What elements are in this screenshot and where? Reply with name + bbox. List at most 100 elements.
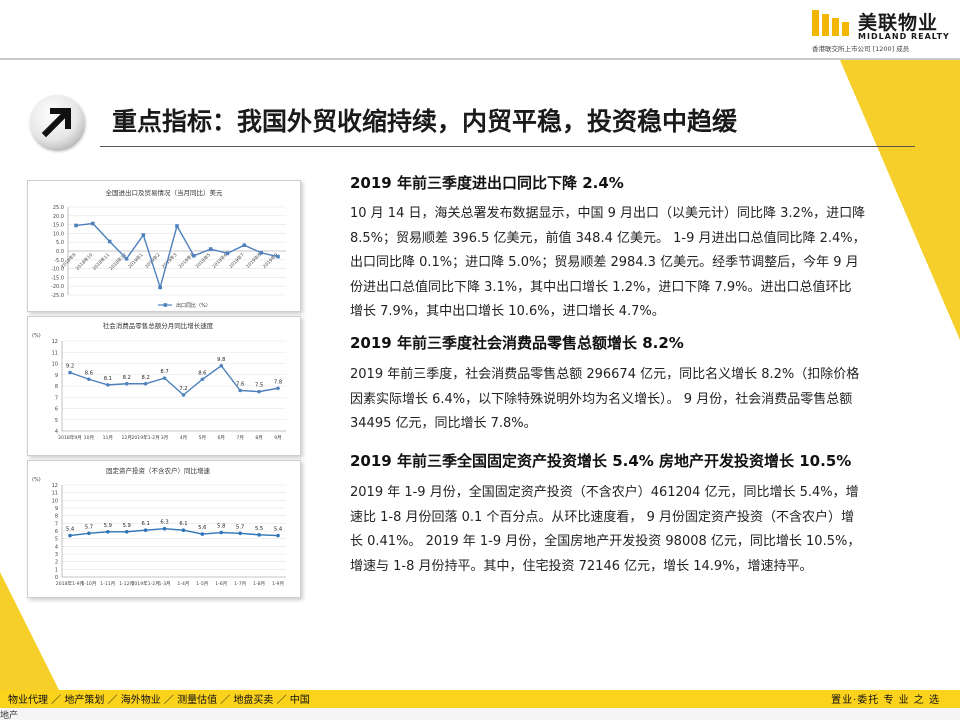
data-label: 6.1 bbox=[142, 521, 150, 527]
chart-title: 全国进出口及贸易情况（当月同比）美元 bbox=[106, 188, 224, 197]
footer-nav-item[interactable]: 中国 bbox=[289, 695, 310, 706]
legend-label: 出口同比（%） bbox=[176, 302, 211, 309]
data-label: 8.6 bbox=[85, 370, 93, 376]
data-point bbox=[257, 389, 261, 394]
data-label: 8.2 bbox=[142, 375, 150, 381]
data-point bbox=[124, 256, 129, 261]
data-label: 7.5 bbox=[255, 383, 263, 389]
data-label: 9.2 bbox=[66, 364, 74, 370]
x-tick-label: 1-6月 bbox=[215, 581, 227, 587]
footer-bottom-label: 地产 bbox=[0, 711, 19, 721]
paragraph-line: 出口同比降 0.1%；进口降 5.0%；贸易顺差 2984.3 亿美元。经季节调… bbox=[350, 255, 859, 270]
data-point bbox=[181, 528, 186, 533]
data-label: 5.5 bbox=[255, 526, 263, 532]
y-tick-label: 6 bbox=[55, 529, 58, 535]
data-label: 6.3 bbox=[160, 520, 168, 526]
y-tick-label: 9 bbox=[55, 373, 58, 379]
data-label: 5.7 bbox=[85, 524, 93, 530]
y-tick-label: 5 bbox=[55, 418, 58, 424]
x-tick-label: 1-4月 bbox=[177, 581, 189, 587]
x-tick-label: 8月 bbox=[255, 435, 263, 441]
data-point bbox=[143, 528, 148, 533]
data-point bbox=[141, 233, 146, 237]
data-point bbox=[219, 363, 224, 368]
x-tick-label: 3月 bbox=[161, 435, 169, 441]
data-label: 5.8 bbox=[217, 524, 225, 530]
x-tick-label: 11月 bbox=[103, 435, 113, 441]
data-point bbox=[87, 531, 91, 536]
x-tick-label: 1-8月 bbox=[253, 581, 265, 587]
series-line bbox=[69, 364, 279, 396]
x-tick-label: 1-9月 bbox=[272, 581, 284, 587]
data-label: 6.1 bbox=[179, 521, 187, 527]
data-label: 8.1 bbox=[104, 376, 112, 382]
paragraph-line: 增速与 1-8 月份持平。其中，住宅投资 72146 亿元，增长 14.9%，增… bbox=[350, 558, 813, 574]
data-label: 5.7 bbox=[236, 524, 244, 530]
data-point bbox=[242, 243, 247, 247]
header-divider bbox=[0, 58, 960, 60]
data-point bbox=[225, 251, 230, 256]
data-point bbox=[87, 377, 91, 382]
data-point bbox=[276, 386, 280, 391]
y-tick-label: 7 bbox=[55, 521, 58, 527]
section-heading-trade: 2019 年前三季度进出口同比下降 2.4% bbox=[350, 174, 624, 192]
data-point bbox=[192, 253, 196, 258]
data-point bbox=[68, 533, 72, 538]
data-point bbox=[257, 533, 261, 537]
paragraph-line: 因素实际增长 6.4%，以下除特殊说明外均为名义增长）。 9 月份，社会消费品零… bbox=[350, 391, 853, 407]
logo-mark-icon bbox=[812, 10, 852, 36]
y-tick-label: -10.0 bbox=[51, 267, 64, 273]
y-tick-label: 4 bbox=[55, 544, 58, 550]
footer-nav-item[interactable]: 地产策划 bbox=[64, 695, 105, 706]
y-unit-label: (%) bbox=[32, 333, 41, 339]
paragraph-line: 增长 7.9%，其中出口增长 10.6%，进口增长 4.7%。 bbox=[350, 304, 665, 319]
footer-nav-item[interactable]: 地盘买卖 bbox=[233, 695, 274, 706]
x-tick-label: 2019年2 bbox=[143, 251, 161, 269]
chart-title: 社会消费品零售总额分月同比增长速度 bbox=[103, 321, 214, 330]
x-tick-label: 6月 bbox=[218, 435, 226, 441]
y-tick-label: 25.0 bbox=[53, 205, 64, 211]
title-underline bbox=[100, 146, 915, 147]
x-tick-label: 12月 bbox=[122, 435, 132, 441]
y-tick-label: 1 bbox=[55, 567, 58, 573]
y-tick-label: 2 bbox=[55, 560, 58, 566]
data-point bbox=[74, 223, 78, 228]
x-tick-label: 1-11月 bbox=[100, 581, 115, 587]
x-tick-label: 2019年1-2月 bbox=[131, 434, 159, 441]
x-tick-label: 2019年9 bbox=[261, 251, 279, 269]
y-tick-label: 5 bbox=[55, 537, 58, 543]
data-point bbox=[162, 526, 167, 531]
chart-panel-trade: 全国进出口及贸易情况（当月同比）美元 25.0 20.0 15.0 10.0 5.0 0.0… bbox=[27, 180, 301, 312]
footer-nav-item[interactable]: 物业代理 bbox=[8, 695, 48, 706]
section-heading-retail: 2019 年前三季度社会消费品零售总额增长 8.2% bbox=[350, 334, 684, 352]
y-tick-label: 3 bbox=[55, 552, 58, 558]
y-tick-label: 7 bbox=[55, 395, 58, 401]
chart-panel-investment: 固定资产投资（不含农户）同比增速 (%) 12 11 10 9 8 7 6 5 4 3 2 1 0 2018年… bbox=[27, 460, 301, 598]
series-line bbox=[69, 527, 279, 537]
slide-title: 重点指标：我国外贸收缩持续，内贸平稳，投资稳中趋缓 bbox=[112, 107, 738, 136]
data-point bbox=[124, 529, 129, 534]
footer-bar bbox=[0, 690, 960, 708]
y-tick-label: -15.0 bbox=[51, 275, 64, 281]
chart-title: 固定资产投资（不含农户）同比增速 bbox=[106, 466, 211, 475]
y-tick-label: 12 bbox=[52, 483, 58, 489]
y-tick-label: 4 bbox=[55, 429, 58, 435]
x-tick-label: 2018年1-9月 bbox=[56, 580, 84, 587]
data-label: 8.2 bbox=[123, 375, 131, 381]
footer-nav-item[interactable]: 测量估值 bbox=[177, 695, 218, 706]
y-tick-label: 10 bbox=[52, 498, 58, 504]
paragraph-line: 34495 亿元，同比增长 7.8%。 bbox=[350, 416, 537, 431]
chart-trade: 全国进出口及贸易情况（当月同比）美元 25.0 20.0 15.0 10.0 5.0 0.0… bbox=[51, 188, 286, 309]
x-tick-label: 7月 bbox=[236, 435, 244, 441]
y-tick-label: -20.0 bbox=[51, 284, 64, 290]
data-label: 8.6 bbox=[198, 370, 206, 376]
data-label: 9.8 bbox=[217, 357, 225, 363]
data-point bbox=[219, 530, 224, 535]
y-unit-label: (%) bbox=[32, 477, 41, 483]
x-tick-label: 1-7月 bbox=[234, 581, 246, 587]
y-tick-label: 0.0 bbox=[56, 249, 64, 255]
brand-name-cn: 美联物业 bbox=[858, 12, 939, 34]
x-tick-label: 1-5月 bbox=[196, 581, 208, 587]
data-point bbox=[68, 370, 72, 375]
footer-nav-item[interactable]: 海外物业 bbox=[120, 695, 161, 706]
